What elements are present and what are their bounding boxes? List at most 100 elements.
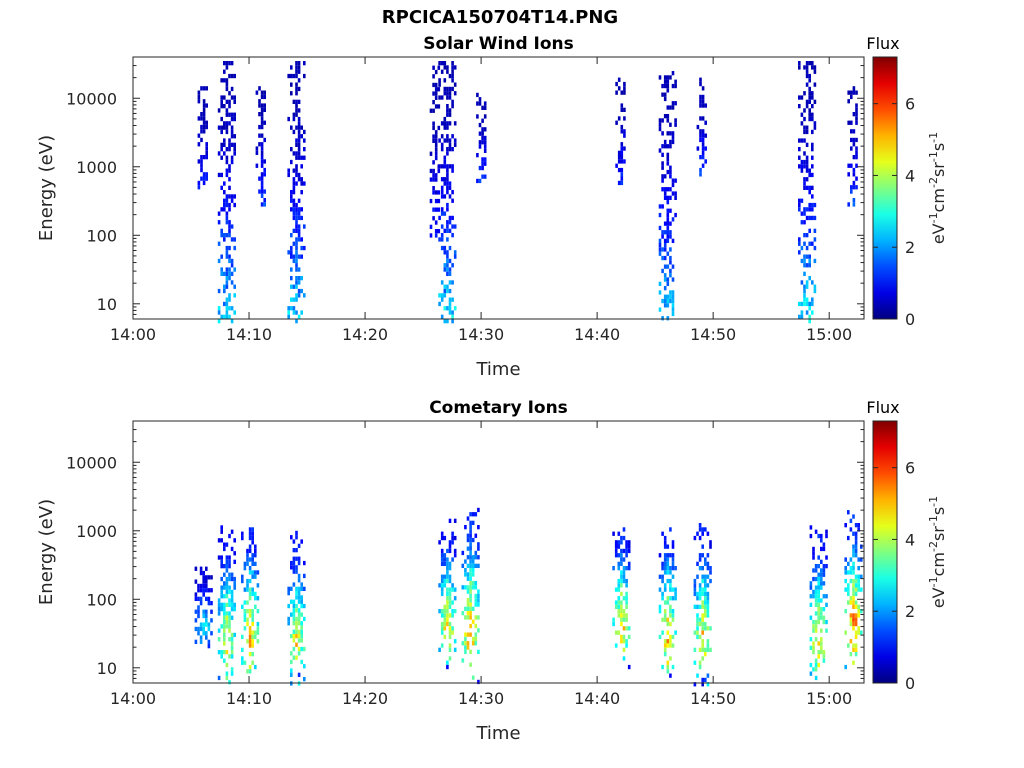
heat-cell	[446, 288, 449, 294]
heat-cell	[443, 228, 447, 233]
heat-cell	[471, 559, 475, 564]
heat-cell	[292, 621, 296, 626]
heat-cell	[817, 650, 820, 655]
heat-cell	[854, 634, 858, 640]
heat-cell	[443, 284, 447, 289]
heat-cell	[661, 596, 664, 601]
heat-cell	[803, 138, 806, 143]
heat-cell	[297, 138, 301, 143]
heat-cell	[811, 280, 814, 285]
heat-cell	[671, 596, 675, 601]
heat-cell	[478, 140, 482, 145]
heat-cell	[258, 99, 261, 104]
heat-cell	[295, 655, 298, 660]
heat-cell	[661, 255, 664, 261]
heat-cell	[803, 177, 806, 182]
heat-cell	[805, 125, 809, 130]
heat-cell	[669, 578, 672, 584]
heat-cell	[440, 194, 444, 199]
heat-cell	[451, 190, 454, 195]
heat-cell	[669, 583, 672, 588]
heat-cell	[251, 613, 254, 618]
heat-cell	[248, 630, 252, 635]
heat-cell	[440, 609, 444, 614]
heat-cell	[228, 185, 231, 190]
heat-cell	[825, 628, 828, 633]
x-tick-label: 14:30	[458, 689, 504, 708]
heat-cell	[248, 570, 252, 575]
heat-cell	[822, 658, 826, 663]
heat-cell	[295, 621, 298, 626]
heat-cell	[263, 94, 266, 100]
heat-cell	[658, 225, 662, 231]
heat-cell	[857, 626, 860, 631]
heat-cell	[220, 129, 223, 135]
heat-cell	[220, 172, 223, 178]
heat-cell	[451, 86, 454, 92]
heat-cell	[453, 250, 457, 255]
heat-cell	[661, 561, 664, 566]
heat-cell	[440, 69, 444, 74]
heat-cell	[661, 174, 664, 179]
heat-cell	[292, 185, 296, 190]
heat-cell	[260, 103, 264, 108]
heat-cell	[437, 229, 441, 234]
heat-cell	[625, 540, 628, 545]
heat-cell	[220, 228, 223, 233]
heat-cell	[813, 65, 817, 70]
heat-cell	[625, 544, 628, 549]
heat-cell	[451, 319, 454, 324]
heat-cell	[297, 116, 301, 122]
heat-cell	[696, 621, 699, 627]
heat-cell	[300, 659, 303, 665]
heat-cell	[290, 651, 293, 656]
heat-cell	[620, 146, 624, 151]
heat-cell	[300, 254, 303, 259]
heat-cell	[225, 301, 229, 307]
heat-cell	[623, 159, 626, 164]
heat-cell	[254, 548, 257, 554]
heat-cell	[666, 281, 670, 286]
heat-cell	[217, 611, 221, 616]
heat-cell	[263, 90, 266, 95]
heat-cell	[466, 563, 470, 568]
heat-cell	[803, 207, 806, 212]
heat-cell	[671, 544, 675, 549]
heat-cell	[260, 146, 264, 151]
heat-cell	[620, 557, 623, 562]
heat-cell	[233, 99, 236, 104]
heat-cell	[825, 594, 828, 599]
heat-cell	[620, 150, 624, 155]
heat-cell	[446, 561, 449, 566]
heat-cell	[666, 561, 670, 566]
heat-cell	[225, 112, 229, 117]
heat-cell	[671, 191, 675, 196]
heat-cell	[230, 142, 234, 147]
heat-cell	[443, 617, 447, 622]
heat-cell	[300, 612, 303, 617]
heat-cell	[225, 211, 229, 216]
heat-cell	[814, 658, 818, 663]
heat-cell	[666, 238, 670, 243]
heat-cell	[809, 525, 813, 530]
heat-cell	[453, 609, 457, 614]
burst-1	[217, 525, 236, 685]
heat-cell	[466, 611, 470, 616]
heat-cell	[663, 652, 667, 657]
heat-cell	[443, 78, 447, 83]
heat-cell	[855, 116, 858, 121]
heat-cell	[671, 298, 675, 304]
heat-cell	[805, 69, 809, 74]
burst-6	[612, 527, 631, 670]
heat-cell	[448, 181, 452, 186]
y-axis-label: Energy (eV)	[36, 135, 57, 241]
heat-cell	[260, 193, 264, 198]
heat-cell	[290, 668, 293, 673]
heat-cell	[669, 195, 672, 200]
heat-cell	[671, 277, 675, 282]
heat-cell	[205, 631, 208, 636]
heat-cell	[223, 142, 226, 147]
heat-cell	[803, 241, 806, 246]
heat-cell	[300, 155, 303, 160]
heat-cell	[617, 544, 621, 549]
